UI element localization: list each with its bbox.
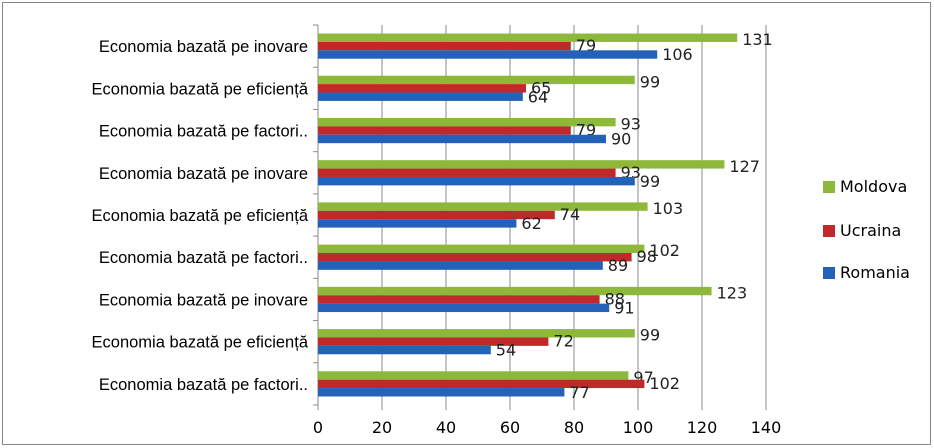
bar-moldova — [318, 160, 725, 169]
bar-ucraina — [318, 168, 616, 177]
x-tick-label: 60 — [500, 418, 520, 437]
bar-moldova — [318, 117, 616, 127]
category-label: Economia bazată pe eficiență — [92, 80, 309, 98]
legend-label: Moldova — [840, 177, 907, 196]
data-label: 102 — [649, 241, 680, 260]
data-label: 91 — [614, 298, 634, 317]
bar-romania — [318, 261, 603, 270]
category-label: Economia bazată pe inovare — [99, 165, 308, 183]
data-label: 64 — [528, 87, 548, 106]
bar-ucraina — [318, 337, 549, 346]
bar-moldova — [318, 329, 635, 338]
bar-romania — [318, 92, 523, 101]
data-label: 77 — [569, 383, 589, 402]
data-label: 99 — [640, 72, 660, 91]
data-label: 54 — [496, 341, 516, 360]
bar-moldova — [318, 75, 635, 85]
data-label: 93 — [621, 115, 641, 134]
category-label: Economia bazată pe factori.. — [99, 123, 308, 141]
category-label: Economia bazată pe inovare — [99, 291, 308, 309]
category-label: Economia bazată pe inovare — [99, 38, 308, 56]
bar-romania — [318, 388, 565, 397]
data-label: 123 — [717, 283, 748, 302]
data-label: 74 — [560, 205, 580, 224]
x-tick-label: 40 — [436, 418, 456, 437]
x-tick-label: 0 — [313, 418, 323, 437]
bar-romania — [318, 303, 610, 313]
legend-swatch-moldova — [823, 181, 835, 193]
category-label: Economia bazată pe eficiență — [92, 207, 309, 225]
bar-ucraina — [318, 210, 555, 220]
category-label: Economia bazată pe factori.. — [99, 376, 308, 394]
bar-moldova — [318, 286, 712, 296]
data-label: 89 — [608, 256, 628, 275]
data-label: 65 — [531, 78, 551, 97]
data-label: 62 — [521, 214, 541, 233]
legend-swatch-ucraina — [823, 225, 835, 237]
bar-moldova — [318, 202, 648, 211]
bar-ucraina — [318, 253, 632, 262]
data-label: 99 — [640, 326, 660, 345]
legend-label: Ucraina — [840, 221, 901, 240]
bar-moldova — [318, 33, 738, 42]
data-label: 103 — [653, 199, 684, 218]
data-label: 127 — [729, 157, 760, 176]
data-label: 99 — [640, 172, 660, 191]
bar-moldova — [318, 371, 629, 380]
bar-romania — [318, 219, 517, 228]
data-label: 90 — [611, 130, 631, 149]
data-label: 72 — [553, 332, 573, 351]
bar-romania — [318, 50, 658, 59]
bar-ucraina — [318, 126, 571, 135]
bar-ucraina — [318, 84, 526, 93]
x-tick-label: 120 — [687, 418, 718, 437]
bar-ucraina — [318, 295, 600, 304]
bar-ucraina — [318, 379, 645, 389]
x-tick-label: 140 — [751, 418, 782, 437]
x-tick-label: 20 — [372, 418, 392, 437]
bar-ucraina — [318, 41, 571, 51]
data-label: 102 — [649, 374, 680, 393]
bar-moldova — [318, 244, 645, 254]
legend-swatch-romania — [823, 267, 835, 279]
bar-romania — [318, 345, 491, 355]
bar-romania — [318, 176, 635, 186]
bar-romania — [318, 134, 606, 144]
x-tick-label: 80 — [564, 418, 584, 437]
data-label: 106 — [662, 45, 693, 64]
data-label: 131 — [742, 30, 773, 49]
category-label: Economia bazată pe eficiență — [92, 334, 309, 352]
category-label: Economia bazată pe factori.. — [99, 249, 308, 267]
data-label: 88 — [605, 289, 625, 308]
x-tick-label: 100 — [623, 418, 654, 437]
legend-label: Romania — [840, 263, 910, 282]
data-label: 98 — [637, 247, 657, 266]
